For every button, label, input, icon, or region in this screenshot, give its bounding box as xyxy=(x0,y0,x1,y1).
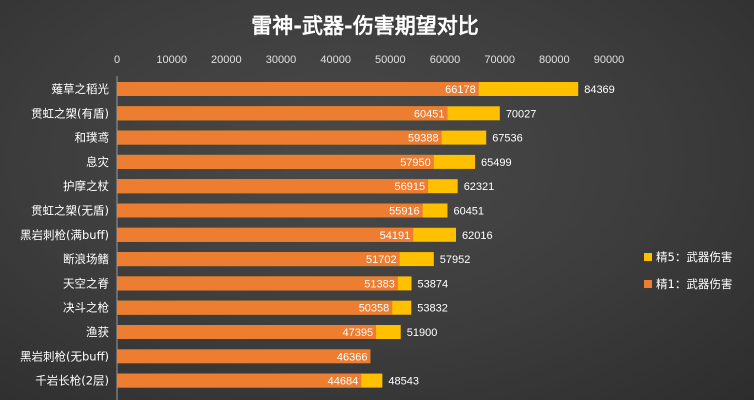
data-label-refine5: 67536 xyxy=(492,133,523,145)
bar-refine1 xyxy=(117,154,434,169)
bar-refine1 xyxy=(117,252,400,267)
category-label: 天空之脊 xyxy=(63,276,109,290)
data-label-refine1: 46366 xyxy=(337,351,368,363)
chart-title: 雷神-武器-伤害期望对比 xyxy=(251,14,478,38)
bar-refine1 xyxy=(117,203,423,218)
data-label-refine1: 66178 xyxy=(445,84,476,96)
data-label-refine5: 65499 xyxy=(481,157,512,169)
bar-refine1 xyxy=(117,82,479,96)
category-label: 决斗之枪 xyxy=(63,301,109,315)
data-label-refine5: 53832 xyxy=(417,303,448,315)
data-label-refine5: 48543 xyxy=(388,376,419,388)
x-tick-label: 30000 xyxy=(266,54,297,66)
category-label: 黑岩刺枪(满buff) xyxy=(20,228,109,242)
data-label-refine1: 50358 xyxy=(359,303,390,315)
legend-swatch xyxy=(644,280,652,288)
data-label-refine1: 47395 xyxy=(342,327,373,339)
category-label: 薙草之稻光 xyxy=(52,82,110,96)
category-label: 护摩之杖 xyxy=(63,179,109,193)
legend-label: 精5：武器伤害 xyxy=(656,250,732,264)
category-label: 贯虹之槊(无盾) xyxy=(31,204,109,218)
data-label-refine5: 53874 xyxy=(418,278,449,290)
category-label: 贯虹之槊(有盾) xyxy=(31,106,109,120)
bars: 66178 84369 60451 70027 59388 67536 57950 65499… xyxy=(117,82,615,388)
bar-refine1 xyxy=(117,300,393,315)
data-label-refine1: 59388 xyxy=(408,133,439,145)
category-label: 和璞鸢 xyxy=(75,131,110,145)
data-label-refine5: 51900 xyxy=(407,327,438,339)
data-label-refine1: 44684 xyxy=(328,376,359,388)
x-axis: 0 10000 20000 30000 40000 50000 60000 70000 8000… xyxy=(114,54,624,400)
x-tick-label: 50000 xyxy=(375,54,406,66)
bar-refine1 xyxy=(117,373,362,388)
data-label-refine5: 62016 xyxy=(462,230,493,242)
x-tick-label: 70000 xyxy=(484,54,515,66)
data-label-refine1: 55916 xyxy=(389,206,420,218)
x-tick-label: 90000 xyxy=(594,54,625,66)
data-label-refine1: 56915 xyxy=(395,181,426,193)
category-label: 断浪场鳍 xyxy=(63,252,109,266)
data-label-refine1: 60451 xyxy=(414,108,445,120)
data-label-refine5: 84369 xyxy=(584,84,615,96)
x-tick-label: 0 xyxy=(114,54,120,66)
bar-refine1 xyxy=(117,227,414,242)
category-label: 渔获 xyxy=(86,325,109,339)
data-label-refine5: 62321 xyxy=(464,181,495,193)
category-label: 息灾 xyxy=(86,155,109,169)
data-label-refine5: 60451 xyxy=(453,206,484,218)
x-tick-label: 10000 xyxy=(156,54,187,66)
legend-swatch xyxy=(644,253,652,261)
bar-refine1 xyxy=(117,130,442,145)
category-label: 黑岩刺枪(无buff) xyxy=(20,349,109,363)
x-tick-label: 20000 xyxy=(211,54,242,66)
legend-label: 精1：武器伤害 xyxy=(656,277,732,291)
category-label: 千岩长枪(2层) xyxy=(35,374,109,388)
data-label-refine5: 57952 xyxy=(440,254,471,266)
data-label-refine1: 51383 xyxy=(364,278,395,290)
bar-refine1 xyxy=(117,276,398,291)
x-tick-label: 60000 xyxy=(430,54,461,66)
data-label-refine5: 70027 xyxy=(506,108,537,120)
data-label-refine1: 57950 xyxy=(400,157,431,169)
x-tick-label: 80000 xyxy=(539,54,570,66)
bar-refine1 xyxy=(117,179,429,194)
bar-refine1 xyxy=(117,325,377,339)
data-label-refine1: 54191 xyxy=(380,230,411,242)
bar-refine1 xyxy=(117,349,371,364)
data-label-refine1: 51702 xyxy=(366,254,397,266)
x-tick-label: 40000 xyxy=(320,54,351,66)
bar-refine1 xyxy=(117,106,448,121)
